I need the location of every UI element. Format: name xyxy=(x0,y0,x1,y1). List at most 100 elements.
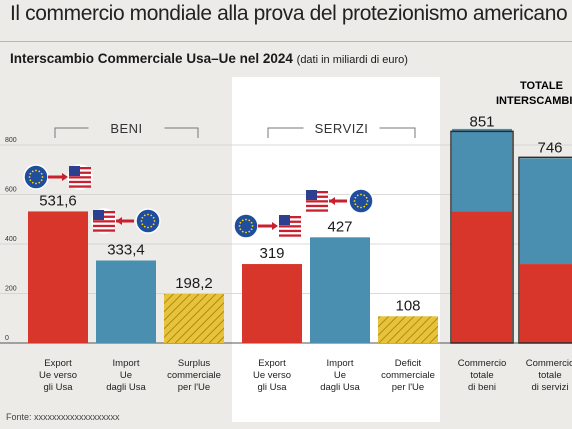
us-stripe xyxy=(93,220,115,223)
eu-star xyxy=(143,214,146,217)
eu-star xyxy=(38,181,41,184)
value-label: 198,2 xyxy=(175,275,213,292)
us-canton xyxy=(69,166,80,176)
stack-segment xyxy=(452,128,512,212)
category-label: Ue xyxy=(334,370,346,381)
eu-star xyxy=(241,219,244,222)
subtitle-text: Interscambio Commerciale Usa–Ue nel 2024 xyxy=(10,51,293,66)
eu-flag-icon xyxy=(135,208,161,234)
category-label: gli Usa xyxy=(257,382,287,393)
us-stripe xyxy=(306,209,328,212)
eu-star xyxy=(147,213,149,216)
y-tick-label: 600 xyxy=(5,187,17,194)
eu-star xyxy=(40,179,43,182)
unit-note: (dati in miliardi di euro) xyxy=(296,54,408,66)
eu-star xyxy=(141,223,144,226)
eu-star xyxy=(38,170,41,173)
eu-flag-icon xyxy=(348,188,374,214)
bracket-gap xyxy=(88,119,165,136)
eu-star xyxy=(248,219,251,222)
us-stripe xyxy=(279,234,301,237)
eu-star xyxy=(245,218,247,221)
category-label: gli Usa xyxy=(43,382,73,393)
value-label: 531,6 xyxy=(39,192,77,209)
category-label: Ue verso xyxy=(39,370,77,381)
y-tick-label: 0 xyxy=(5,335,9,342)
eu-star xyxy=(363,194,366,197)
beni-bracket: BENI xyxy=(54,119,199,138)
value-label: 319 xyxy=(259,245,284,262)
bar xyxy=(164,293,224,343)
chart-title: Il commercio mondiale alla prova del pro… xyxy=(10,2,568,25)
us-stripe xyxy=(69,180,91,184)
eu-star xyxy=(41,176,44,178)
value-label: 851 xyxy=(469,113,494,130)
eu-star xyxy=(150,214,153,217)
category-label: totale xyxy=(470,370,493,381)
eu-star xyxy=(250,221,253,224)
eu-star xyxy=(40,172,43,175)
arrow-right-icon xyxy=(62,173,68,181)
source-note: Fonte: xxxxxxxxxxxxxxxxxxx xyxy=(6,412,120,422)
category-label: Deficit xyxy=(395,358,422,369)
category-label: totale xyxy=(538,370,561,381)
arrow-left-icon xyxy=(116,217,122,225)
eu-star xyxy=(251,225,254,227)
eu-star xyxy=(365,196,368,199)
eu-flag-icon xyxy=(23,164,49,190)
us-stripe xyxy=(93,229,115,232)
us-canton xyxy=(279,215,290,225)
totale-label: TOTALE xyxy=(520,80,563,92)
stack-outline xyxy=(518,156,572,344)
eu-star xyxy=(152,216,155,219)
eu-flag-icon xyxy=(233,213,259,239)
category-label: Import xyxy=(113,358,140,369)
us-stripe xyxy=(69,185,91,188)
category-label: per l'Ue xyxy=(392,382,424,393)
category-label: di beni xyxy=(468,382,496,393)
eu-star xyxy=(35,182,37,185)
eu-star xyxy=(140,220,143,222)
us-stripe xyxy=(279,225,301,228)
us-stripe xyxy=(306,200,328,203)
category-label: di servizi xyxy=(532,382,569,393)
category-label: Export xyxy=(258,358,286,369)
eu-star xyxy=(360,193,362,196)
value-label: 427 xyxy=(327,218,352,235)
servizi-bracket: SERVIZI xyxy=(267,119,416,138)
us-canton xyxy=(306,190,317,200)
arrow-left-icon xyxy=(329,197,335,205)
eu-star xyxy=(147,226,149,229)
arrow-right-icon xyxy=(272,222,278,230)
us-stripe xyxy=(306,204,328,208)
us-to-eu-flags-icon xyxy=(304,188,374,214)
eu-star xyxy=(360,206,362,209)
stack-segment xyxy=(520,264,572,343)
y-tick-label: 800 xyxy=(5,137,17,144)
category-label: Ue verso xyxy=(253,370,291,381)
interscambio-label: INTERSCAMBIO xyxy=(496,95,572,107)
eu-star xyxy=(354,196,357,199)
eu-star xyxy=(363,205,366,208)
eu-star xyxy=(29,179,32,182)
stack-segment xyxy=(452,211,512,343)
category-label: Ue xyxy=(120,370,132,381)
eu-star xyxy=(143,225,146,228)
y-tick-label: 400 xyxy=(5,236,17,243)
eu-star xyxy=(28,176,31,178)
eu-star xyxy=(31,181,34,184)
bar xyxy=(310,237,370,343)
eu-star xyxy=(366,200,369,202)
eu-star xyxy=(31,170,34,173)
category-label: Commercio xyxy=(526,358,572,369)
category-label: commerciale xyxy=(167,370,221,381)
us-canton xyxy=(93,210,104,220)
stack-outline xyxy=(450,130,514,344)
eu-star xyxy=(153,220,156,222)
eu-star xyxy=(152,223,155,226)
value-label: 333,4 xyxy=(107,241,145,258)
title-rule xyxy=(0,41,572,42)
category-label: Surplus xyxy=(178,358,210,369)
chart-subtitle: Interscambio Commerciale Usa–Ue nel 2024… xyxy=(10,51,408,66)
